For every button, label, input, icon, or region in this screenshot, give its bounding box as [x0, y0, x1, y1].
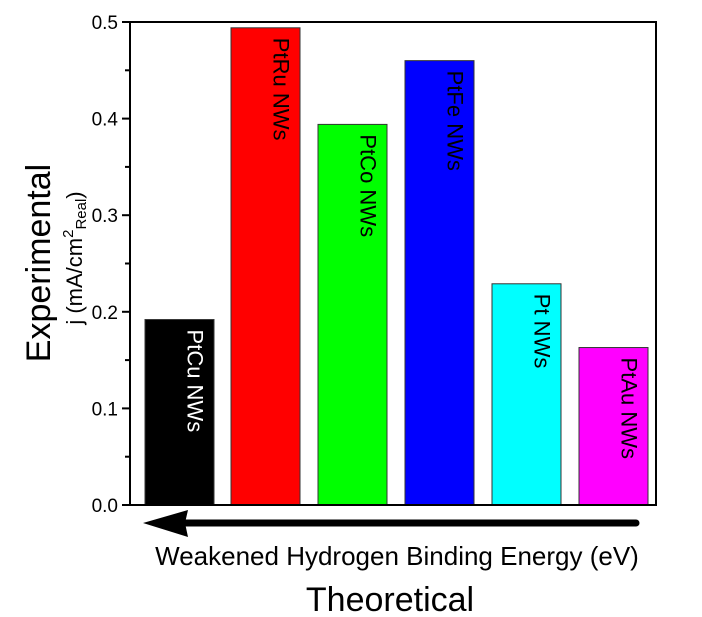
bar-label: PtCu NWs [183, 330, 208, 433]
bar-label: PtRu NWs [269, 38, 294, 141]
y-tick-label: 0.5 [92, 13, 118, 34]
bar-ptcu [144, 319, 215, 506]
bar-label: Pt NWs [530, 294, 555, 369]
y-axis-label: j (mA/cm2Real) [60, 191, 90, 325]
bar-label: PtCo NWs [356, 134, 381, 237]
x-axis-title: Theoretical [306, 581, 474, 617]
y-tick-label: 0.1 [92, 399, 118, 420]
bar-ptau [578, 347, 649, 506]
x-axis-label: Weakened Hydrogen Binding Energy (eV) [155, 541, 639, 571]
direction-arrow [143, 510, 640, 537]
bar-ptco [317, 123, 388, 506]
y-axis: 0.0 0.1 0.2 0.3 0.4 0.5 [92, 13, 130, 517]
bar-pt [491, 283, 562, 506]
bar-label: PtAu NWs [617, 358, 642, 459]
bar-label: PtFe NWs [443, 71, 468, 171]
y-tick-label: 0.0 [92, 496, 118, 517]
y-axis-title: Experimental [20, 164, 58, 362]
bar-ptfe [404, 60, 475, 506]
bar-ptru [230, 27, 301, 506]
y-tick-label: 0.2 [92, 303, 118, 324]
bars-group: PtCu NWs PtRu NWs PtCo NWs PtFe NWs Pt NWs Pt… [144, 27, 649, 506]
y-tick-label: 0.4 [92, 110, 119, 131]
y-tick-label: 0.3 [92, 206, 118, 227]
